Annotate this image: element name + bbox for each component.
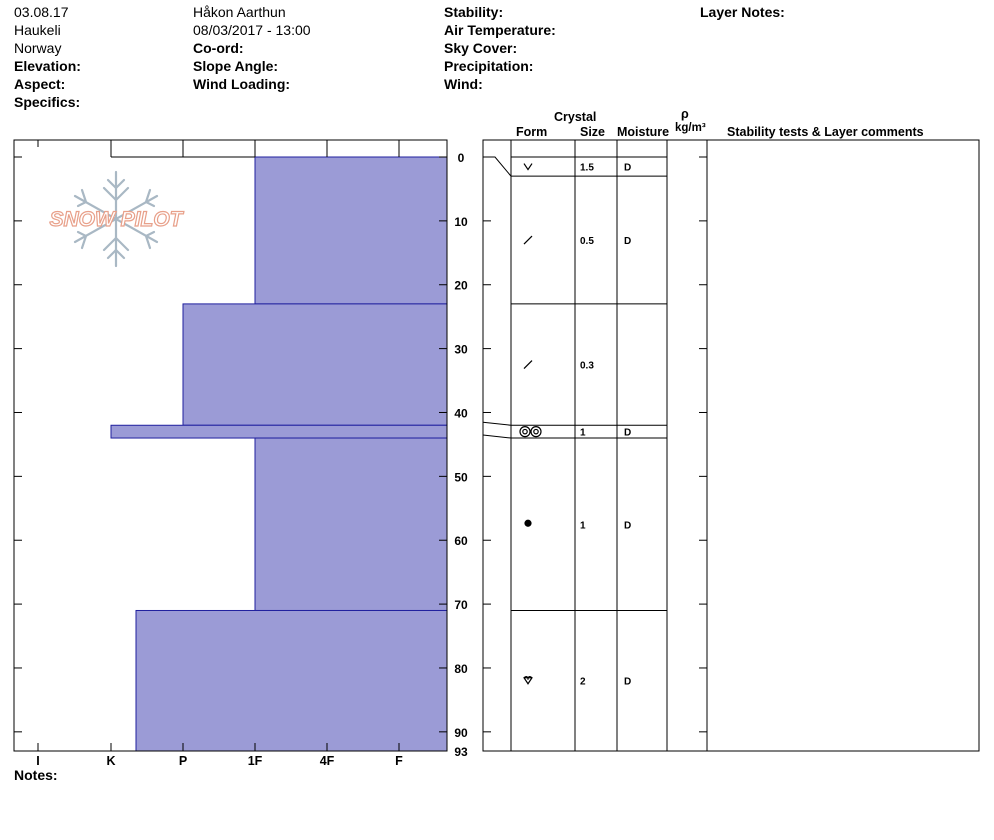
grain-moisture-6: D <box>624 677 631 688</box>
profile-layer-5 <box>135 609 448 752</box>
grain-moisture-5: D <box>624 520 631 531</box>
grain-moisture-2: D <box>624 236 631 247</box>
hardness-label-1F: 1F <box>248 754 263 768</box>
air-temperature-label: Air Temperature: <box>444 22 556 38</box>
grain-moisture-4: D <box>624 428 631 439</box>
depth-label-0: 0 <box>458 151 465 165</box>
profile-layer-3 <box>110 424 448 439</box>
slash-grain-symbol <box>523 235 533 245</box>
slope-angle-label: Slope Angle: <box>193 58 279 74</box>
header-date: 03.08.17 <box>14 4 69 20</box>
stability-label: Stability: <box>444 4 504 20</box>
grain-table-frame <box>482 139 980 752</box>
circle-grain-symbol-a-inner <box>522 428 528 435</box>
wind-loading-label: Wind Loading: <box>193 76 291 92</box>
notes-label: Notes: <box>14 767 58 783</box>
depth-label-90: 90 <box>454 726 468 740</box>
grain-form-icon-slash <box>523 235 533 245</box>
hardness-profile <box>110 156 448 752</box>
hardness-label-4F: 4F <box>320 754 335 768</box>
profile-layer-1 <box>254 156 448 305</box>
depth-label-70: 70 <box>454 598 468 612</box>
depth-label-20: 20 <box>454 279 468 293</box>
coord-label: Co-ord: <box>193 40 244 56</box>
hardness-label-F: F <box>395 754 403 768</box>
connector-top <box>483 156 512 177</box>
grain-form-icon-double-circle <box>519 426 542 438</box>
specifics-label: Specifics: <box>14 94 81 110</box>
grain-table: 1.5 D 0.5 D 0.3 1 D 1 D 2 D <box>482 139 980 752</box>
depth-label-40: 40 <box>454 406 468 420</box>
crystal-header: Crystal <box>554 110 597 124</box>
wind-label: Wind: <box>444 76 483 92</box>
grain-size-4: 1 <box>580 428 586 439</box>
hardness-label-P: P <box>179 754 187 768</box>
grain-size-2: 0.5 <box>580 236 594 247</box>
precipitation-label: Precipitation: <box>444 58 534 74</box>
comments-header: Stability tests & Layer comments <box>727 125 924 139</box>
depth-label-93: 93 <box>454 745 468 759</box>
dot-grain-symbol <box>524 519 532 527</box>
sky-cover-label: Sky Cover: <box>444 40 518 56</box>
header-country: Norway <box>14 40 62 56</box>
hardness-label-I: I <box>36 754 39 768</box>
snowpilot-watermark: SNOW PILOT <box>49 170 185 268</box>
connector-42 <box>482 421 512 426</box>
density-unit-header: kg/m³ <box>675 122 706 134</box>
profile-layer-4 <box>254 437 448 611</box>
header-col3: Stability: Air Temperature: Sky Cover: P… <box>444 3 556 93</box>
slash-grain-symbol <box>523 360 533 370</box>
depth-label-50: 50 <box>454 470 468 484</box>
grain-form-icon-v <box>523 163 533 171</box>
depth-label-60: 60 <box>454 534 468 548</box>
grain-size-6: 2 <box>580 677 586 688</box>
grain-moisture-1: D <box>624 163 631 174</box>
circle-grain-symbol-b-inner <box>533 428 539 435</box>
moisture-header: Moisture <box>617 125 670 139</box>
profile-frame <box>13 139 448 752</box>
hardness-axis: I K P 1F 4F F <box>36 743 403 768</box>
header-col2: Håkon Aarthun 08/03/2017 - 13:00 Co-ord:… <box>193 3 311 93</box>
grain-size-5: 1 <box>580 520 586 531</box>
depth-axis: 0 10 20 30 40 50 60 70 80 90 93 <box>14 151 707 759</box>
circle-grain-symbol-b <box>530 426 542 438</box>
observation-datetime: 08/03/2017 - 13:00 <box>193 22 311 38</box>
aspect-label: Aspect: <box>14 76 66 92</box>
header-col1: 03.08.17 Haukeli Norway Elevation: Aspec… <box>14 3 81 111</box>
header-location: Haukeli <box>14 22 61 38</box>
snowpilot-logo-text: SNOW PILOT <box>50 208 185 231</box>
grain-size-1: 1.5 <box>580 163 594 174</box>
snowflake-icon <box>73 170 159 268</box>
v-grain-symbol <box>523 163 533 171</box>
depth-label-30: 30 <box>454 343 468 357</box>
size-header: Size <box>580 125 606 139</box>
form-header: Form <box>516 125 548 139</box>
grain-form-icon-slash <box>523 360 533 370</box>
observer-name: Håkon Aarthun <box>193 4 286 20</box>
grain-form-icon-dot <box>524 519 532 527</box>
grain-form-icon-heart <box>523 676 533 685</box>
elevation-label: Elevation: <box>14 58 81 74</box>
hardness-label-K: K <box>106 754 115 768</box>
connector-44 <box>482 434 512 439</box>
layer-notes-label: Layer Notes: <box>700 4 785 20</box>
grain-size-3: 0.3 <box>580 361 594 372</box>
depth-label-10: 10 <box>454 215 468 229</box>
depth-label-80: 80 <box>454 662 468 676</box>
profile-top-scale <box>37 140 400 158</box>
density-rho-header: ρ <box>681 107 689 121</box>
circle-grain-symbol-a <box>519 426 531 438</box>
profile-layer-2 <box>182 303 448 426</box>
